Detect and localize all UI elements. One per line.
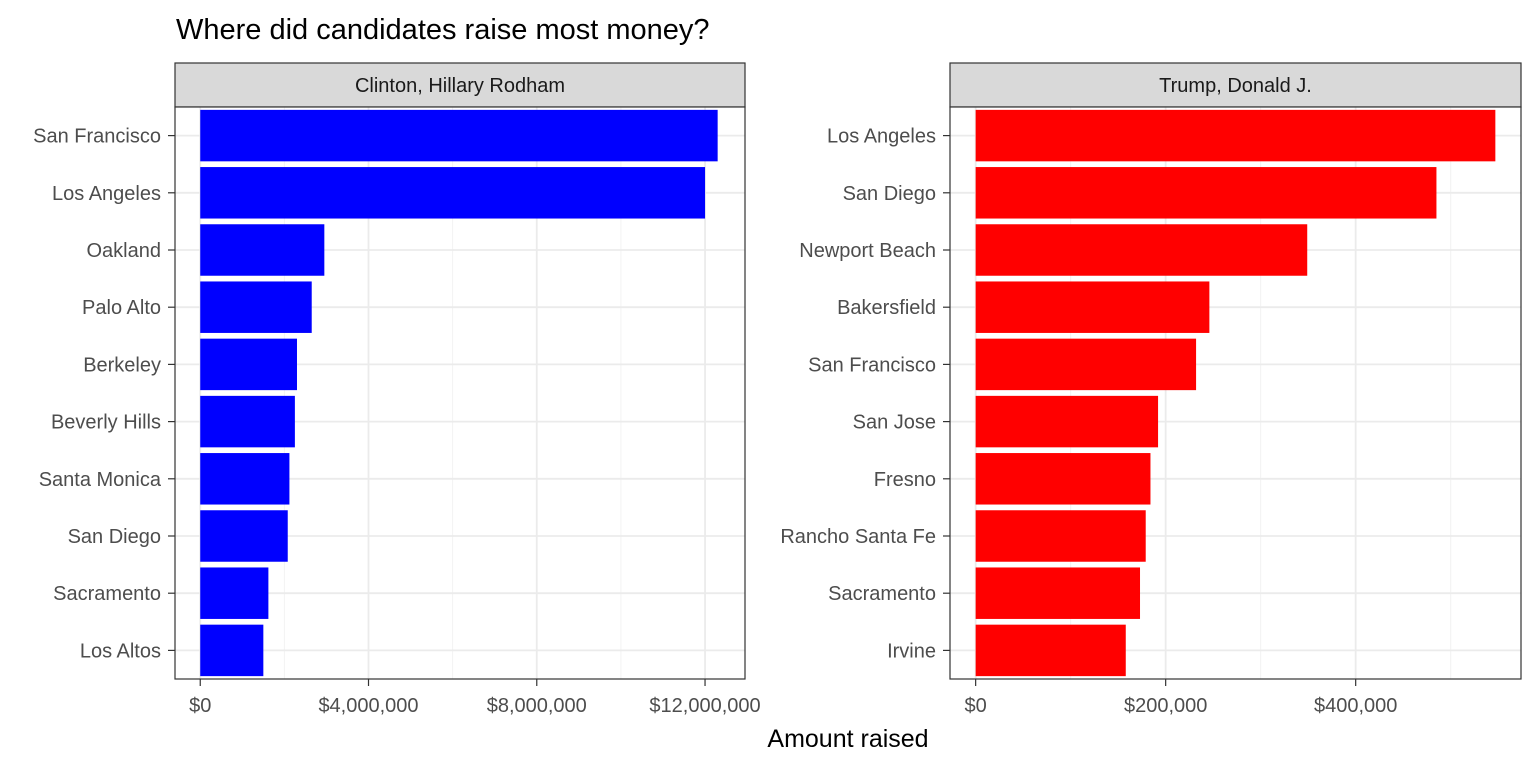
facet-2-bar-8 (975, 510, 1146, 562)
facet-1-x-label-1: $0 (189, 695, 211, 717)
facet-2-bar-1 (975, 109, 1496, 162)
facet-2-panel-border (949, 106, 1522, 680)
facet-1-y-label-10: Los Altos (80, 640, 161, 662)
facet-1-strip (174, 62, 746, 108)
facet-2-y-label-9: Sacramento (828, 583, 936, 605)
facet-1-x-label-4: $12,000,000 (649, 695, 760, 717)
facet-1-bar-4 (200, 281, 312, 333)
facet-1-bar-1 (200, 109, 718, 162)
facet-2-y-label-2: San Diego (843, 183, 936, 205)
facet-1-y-label-5: Berkeley (83, 354, 161, 376)
facet-2-bar-3 (975, 224, 1308, 276)
facet-2-y-label-7: Fresno (874, 469, 936, 491)
facet-1-y-label-8: San Diego (68, 526, 161, 548)
facet-2-bar-10 (975, 624, 1126, 677)
facet-2-y-label-1: Los Angeles (827, 126, 936, 148)
facet-2-y-label-5: San Francisco (808, 354, 936, 376)
facet-1-bar-2 (200, 167, 706, 219)
facet-1-panel-border (174, 106, 746, 680)
chart-title: Where did candidates raise most money? (176, 14, 710, 46)
facet-2-strip-label: Trump, Donald J. (1159, 75, 1312, 97)
facet-1-bar-10 (200, 624, 264, 677)
facet-1-bar-9 (200, 567, 269, 619)
facet-2-strip (949, 62, 1522, 108)
facet-2-bar-2 (975, 167, 1437, 219)
x-axis-title: Amount raised (767, 725, 928, 753)
facet-2-y-label-4: Bakersfield (837, 297, 936, 319)
facet-1-x-label-3: $8,000,000 (487, 695, 587, 717)
facet-1-y-label-1: San Francisco (33, 126, 161, 148)
facet-1: Clinton, Hillary Rodham San Francisco Los … (33, 62, 761, 717)
facet-1-bar-6 (200, 395, 295, 448)
facet-2-x-label-1: $0 (965, 695, 987, 717)
facet-2-bar-4 (975, 281, 1210, 333)
facet-2-bar-9 (975, 567, 1141, 619)
facet-1-bar-7 (200, 453, 290, 505)
facet-2-y-label-10: Irvine (887, 640, 936, 662)
facet-1-y-label-2: Los Angeles (52, 183, 161, 205)
facet-1-y-label-4: Palo Alto (82, 297, 161, 319)
facet-2-x-label-3: $400,000 (1314, 695, 1397, 717)
facet-1-y-label-6: Beverly Hills (51, 412, 161, 434)
facet-2: Trump, Donald J. Los Angeles San Diego Newp… (780, 62, 1522, 717)
facet-2-bar-7 (975, 453, 1151, 505)
facet-2-bar-5 (975, 338, 1197, 391)
facet-2-y-label-6: San Jose (853, 412, 936, 434)
facet-2-bar-6 (975, 395, 1159, 448)
facet-1-y-label-7: Santa Monica (39, 469, 162, 491)
facet-1-y-label-3: Oakland (87, 240, 162, 262)
facet-1-y-label-9: Sacramento (53, 583, 161, 605)
facet-1-bar-5 (200, 338, 297, 391)
facet-1-bar-3 (200, 224, 325, 276)
facet-2-y-label-3: Newport Beach (799, 240, 936, 262)
facet-1-strip-label: Clinton, Hillary Rodham (355, 75, 565, 97)
facet-1-x-label-2: $4,000,000 (318, 695, 418, 717)
facet-2-x-label-2: $200,000 (1124, 695, 1207, 717)
facet-2-y-label-8: Rancho Santa Fe (780, 526, 936, 548)
facet-1-bar-8 (200, 510, 288, 562)
